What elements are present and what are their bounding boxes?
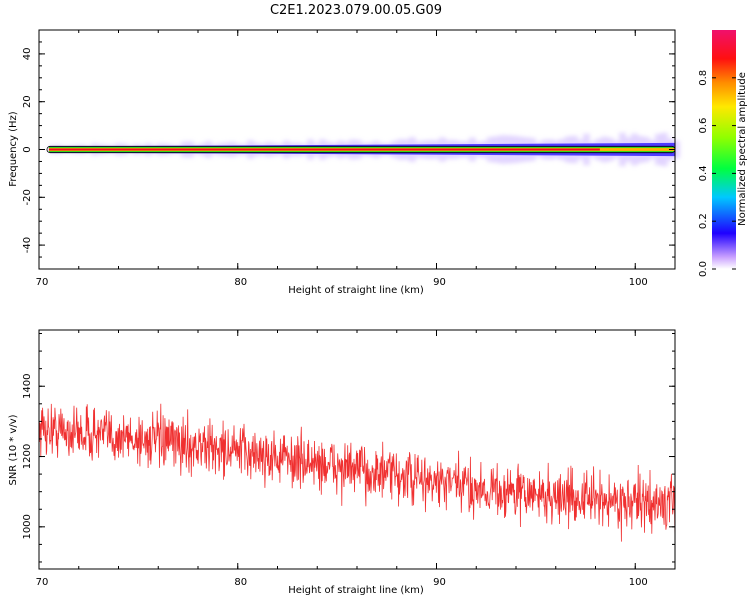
spectrogram-y-ticks: -40 -20 0 20 40: [22, 29, 675, 270]
colorbar-tick-label: 0.6: [698, 118, 709, 134]
snr-panel: 70 80 90 100 1000 1200 1400 Height of straigh…: [8, 329, 676, 596]
snr-y-label: SNR (10 * v/v): [8, 414, 19, 485]
snr-x-tick-label: 70: [36, 577, 49, 588]
colorbar-tick-label: 0.4: [698, 165, 709, 181]
colorbar-gradient: [712, 30, 736, 269]
snr-x-ticks: 70 80 90 100: [36, 330, 676, 588]
spectrogram-y-tick-label: -20: [22, 189, 33, 205]
snr-x-tick-label: 100: [629, 577, 648, 588]
colorbar-ticks: 0.0 0.2 0.4 0.6 0.8: [698, 70, 736, 277]
signal-band-peak: [48, 148, 600, 151]
spectrogram-y-tick-label: 40: [22, 48, 33, 61]
colorbar-tick-label: 0.8: [698, 70, 709, 86]
colorbar: 0.0 0.2 0.4 0.6 0.8 Normalized spectral ampl…: [698, 30, 748, 277]
spectrogram-x-tick-label: 90: [433, 277, 446, 288]
snr-x-tick-label: 80: [234, 577, 247, 588]
snr-series-line: [38, 403, 676, 542]
snr-y-tick-label: 1400: [22, 374, 33, 399]
spectrogram-y-tick-label: 0: [22, 146, 33, 152]
spectrogram-x-tick-label: 80: [234, 277, 247, 288]
colorbar-label: Normalized spectral amplitude: [737, 72, 748, 226]
snr-x-tick-label: 90: [433, 577, 446, 588]
colorbar-tick-label: 0.0: [698, 261, 709, 277]
snr-x-label: Height of straight line (km): [288, 585, 424, 596]
signal-band: [46, 132, 680, 167]
snr-y-ticks: 1000 1200 1400: [22, 333, 675, 563]
halo-cell: [672, 140, 680, 159]
spectrogram-y-label: Frequency (Hz): [8, 111, 19, 187]
spectrogram-y-tick-label: -40: [22, 237, 33, 253]
snr-y-tick-label: 1000: [22, 514, 33, 539]
spectrogram-y-tick-label: 20: [22, 95, 33, 108]
colorbar-tick-label: 0.2: [698, 213, 709, 229]
spectrogram-x-label: Height of straight line (km): [288, 285, 424, 296]
spectrogram-x-tick-label: 70: [36, 277, 49, 288]
spectrogram-panel: 70 80 90 100 -40 -20 0 20 40 Height of straight…: [8, 29, 680, 296]
snr-y-tick-label: 1200: [22, 444, 33, 469]
figure-title: C2E1.2023.079.00.05.G09: [270, 3, 442, 18]
spectrogram-x-tick-label: 100: [629, 277, 648, 288]
